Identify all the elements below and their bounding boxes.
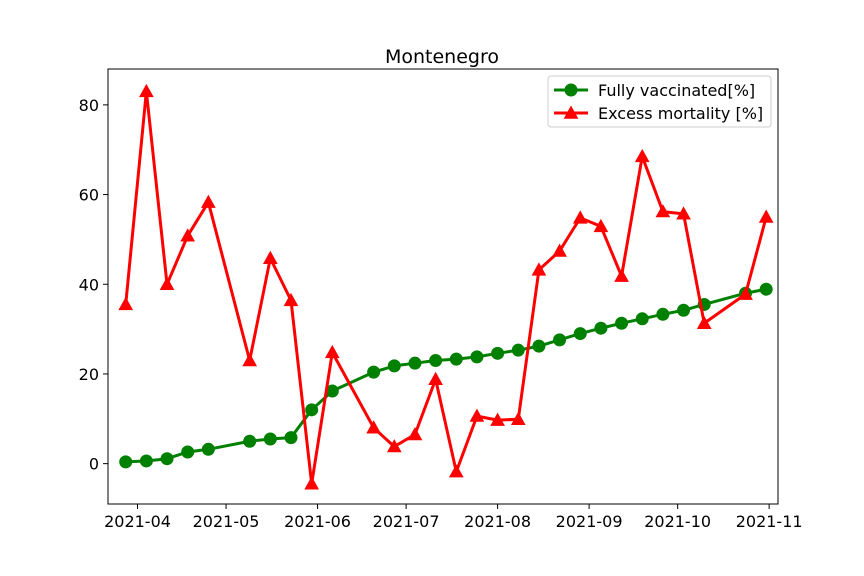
- data-point-circle: [677, 303, 691, 317]
- data-point-circle: [408, 356, 422, 370]
- data-point-triangle: [159, 276, 175, 290]
- data-point-triangle: [407, 426, 423, 441]
- data-point-triangle: [118, 296, 134, 311]
- data-point-circle: [305, 403, 319, 417]
- data-point-circle: [615, 316, 629, 330]
- legend: Fully vaccinated[%] Excess mortality [%]: [547, 75, 772, 128]
- x-tick-label: 2021-06: [284, 512, 351, 531]
- legend-label: Fully vaccinated[%]: [598, 81, 755, 100]
- x-tick-label: 2021-09: [556, 512, 623, 531]
- data-point-triangle: [614, 268, 629, 282]
- data-point-circle: [119, 455, 133, 469]
- y-tick-label: 40: [79, 275, 99, 294]
- chart-title: Montenegro: [385, 46, 499, 68]
- data-point-triangle: [572, 210, 588, 224]
- legend-triangle-marker: [563, 105, 579, 119]
- data-point-triangle: [180, 228, 196, 242]
- data-point-circle: [511, 343, 525, 357]
- data-point-circle: [573, 327, 587, 341]
- data-point-triangle: [324, 344, 340, 359]
- data-point-triangle: [139, 83, 154, 98]
- data-point-triangle: [242, 352, 258, 367]
- y-tick-label: 80: [79, 96, 99, 115]
- plot-area: [118, 83, 774, 490]
- data-point-triangle: [758, 209, 774, 223]
- series-fully-vaccinated: [119, 282, 773, 469]
- data-point-circle: [491, 346, 505, 360]
- data-point-circle: [284, 431, 298, 445]
- data-point-triangle: [655, 204, 671, 218]
- axes: 2021-04 2021-05 2021-06 2021-07 2021-08 2021-…: [79, 68, 803, 531]
- data-point-triangle: [696, 315, 712, 329]
- data-point-circle: [387, 359, 401, 373]
- legend-circle-marker: [564, 83, 578, 97]
- data-point-circle: [449, 352, 463, 366]
- data-point-circle: [470, 350, 484, 364]
- legend-label: Excess mortality [%]: [598, 104, 763, 123]
- data-point-triangle: [448, 464, 464, 478]
- data-point-circle: [429, 353, 443, 367]
- data-point-circle: [181, 445, 195, 459]
- data-point-triangle: [283, 292, 299, 307]
- data-point-triangle: [738, 286, 753, 300]
- data-point-circle: [367, 365, 381, 379]
- data-point-circle: [635, 312, 649, 326]
- data-point-circle: [594, 321, 608, 335]
- data-point-triangle: [510, 411, 526, 425]
- y-tick-label: 60: [79, 186, 99, 205]
- data-point-circle: [201, 442, 215, 456]
- data-point-circle: [553, 333, 567, 347]
- x-tick-label: 2021-11: [736, 512, 803, 531]
- data-point-triangle: [201, 194, 216, 208]
- x-tick-label: 2021-10: [644, 512, 711, 531]
- x-tick-label: 2021-04: [104, 512, 171, 531]
- data-point-circle: [263, 432, 277, 446]
- data-point-triangle: [304, 476, 320, 490]
- data-point-circle: [139, 454, 153, 468]
- data-point-circle: [243, 434, 257, 448]
- data-point-triangle: [593, 218, 609, 233]
- data-point-triangle: [634, 148, 650, 163]
- y-tick-label: 0: [89, 455, 99, 474]
- data-point-triangle: [531, 262, 547, 276]
- data-point-triangle: [262, 250, 278, 264]
- data-point-circle: [532, 339, 546, 353]
- x-tick-label: 2021-08: [464, 512, 531, 531]
- data-point-triangle: [469, 408, 485, 422]
- x-tick-label: 2021-07: [373, 512, 440, 531]
- data-point-circle: [160, 452, 174, 466]
- data-point-triangle: [676, 206, 691, 220]
- data-point-triangle: [490, 412, 505, 426]
- data-point-triangle: [366, 420, 381, 434]
- series-excess-mortality: [118, 83, 774, 490]
- legend-box: [547, 75, 772, 128]
- x-tick-label: 2021-05: [193, 512, 260, 531]
- data-point-triangle: [428, 371, 443, 386]
- data-point-triangle: [386, 439, 402, 453]
- axes-frame: [107, 68, 779, 505]
- y-tick-label: 20: [79, 365, 99, 384]
- data-point-circle: [759, 282, 773, 296]
- data-point-triangle: [552, 243, 567, 257]
- data-point-circle: [656, 307, 670, 321]
